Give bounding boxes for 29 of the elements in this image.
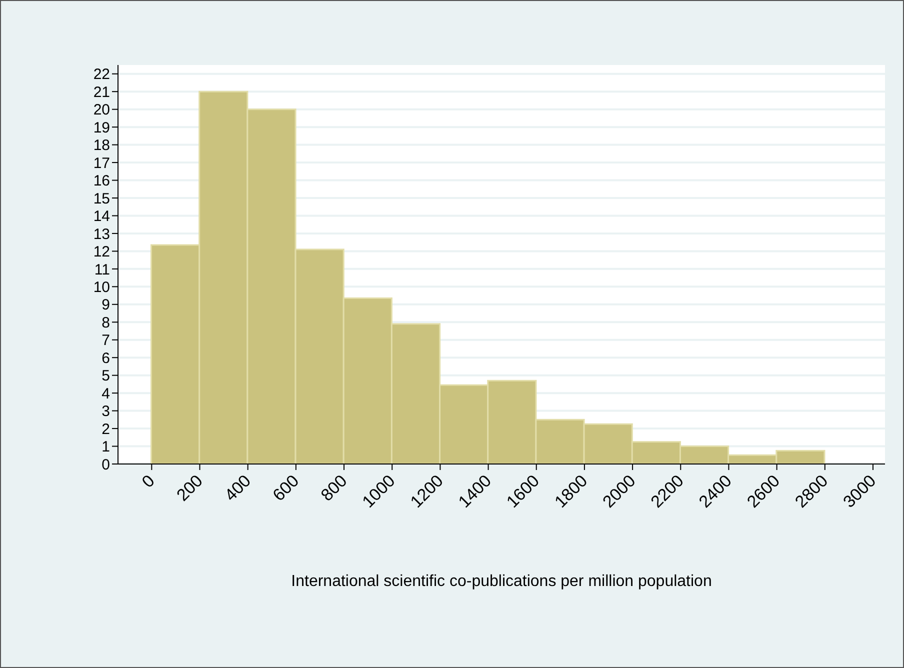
y-tick-label: 19	[93, 119, 110, 136]
y-tick-label: 8	[102, 314, 110, 332]
y-tick-label: 9	[102, 296, 110, 314]
y-tick-label: 20	[93, 102, 110, 119]
y-tick-label: 13	[93, 226, 110, 243]
y-tick-label: 11	[94, 261, 110, 278]
x-tick-label: 400	[221, 471, 255, 505]
y-tick-label: 18	[93, 137, 110, 154]
y-tick-label: 21	[93, 84, 110, 101]
y-tick-label: 0	[102, 456, 110, 474]
y-tick-label: 14	[93, 208, 110, 226]
y-tick-label: 1	[102, 438, 110, 456]
y-tick-label: 7	[102, 332, 110, 350]
x-axis-title: International scientific co-publications per million population	[291, 573, 712, 590]
y-tick-label: 16	[93, 172, 110, 190]
y-tick-label: 15	[93, 190, 110, 208]
x-tick-label: 0	[138, 471, 158, 492]
y-tick-label: 22	[93, 66, 110, 84]
x-tick-label: 800	[317, 471, 351, 505]
y-tick-label: 6	[102, 350, 110, 367]
y-tick-label: 2	[102, 420, 110, 438]
y-tick-label: 5	[102, 368, 110, 385]
y-tick-label: 10	[93, 278, 110, 296]
y-tick-label: 4	[102, 385, 110, 402]
x-tick-label: 200	[172, 471, 206, 505]
y-tick-label: 17	[93, 154, 110, 172]
y-tick-label: 3	[102, 403, 110, 420]
y-tick-label: 12	[93, 244, 110, 261]
x-tick-label: 600	[269, 471, 303, 505]
